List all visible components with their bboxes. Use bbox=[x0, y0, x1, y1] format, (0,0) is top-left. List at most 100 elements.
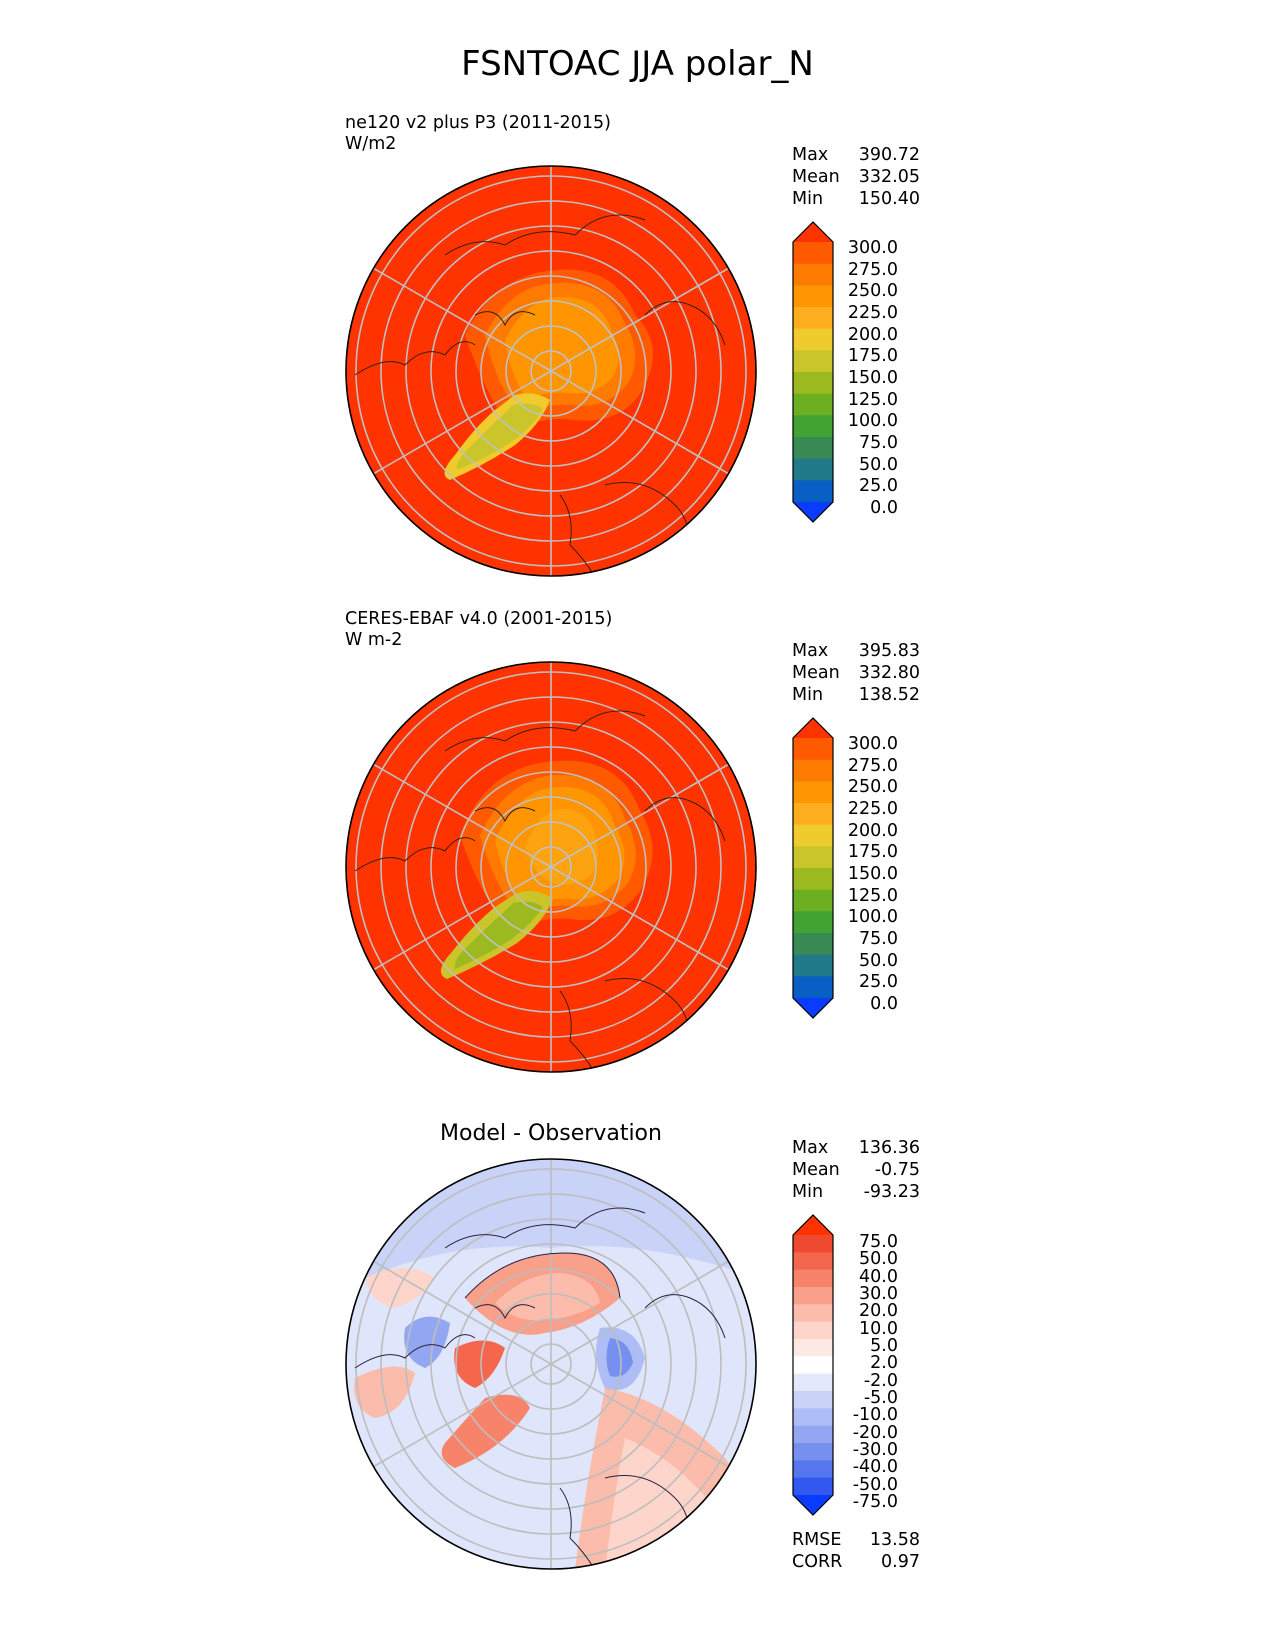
stat-max-label: Max bbox=[792, 1138, 829, 1158]
colorbar-tick-label: 40.0 bbox=[859, 1266, 898, 1287]
stat-min-label: Min bbox=[792, 685, 824, 705]
colorbar-tick-label: 175.0 bbox=[847, 346, 898, 367]
panel-ref-title: CERES-EBAF v4.0 (2001-2015) W m-2 bbox=[345, 609, 612, 651]
stat-min-value: 138.52 bbox=[858, 685, 920, 705]
colorbar-tick-label: 50.0 bbox=[859, 950, 898, 971]
colorbar-tick-label: 150.0 bbox=[847, 864, 898, 884]
colorbar-segment bbox=[793, 1443, 833, 1461]
colorbar-segment bbox=[793, 393, 833, 416]
colorbar-cap-bottom bbox=[793, 1495, 833, 1515]
colorbar-segment bbox=[793, 933, 833, 956]
colorbar-segment bbox=[793, 1269, 833, 1288]
colorbar-tick-label: 25.0 bbox=[859, 476, 898, 497]
colorbar-segment bbox=[793, 1477, 833, 1496]
panel-ref-stats: Max 395.83 Mean 332.80 Min 138.52 bbox=[792, 640, 920, 706]
colorbar-tick-label: -5.0 bbox=[863, 1388, 898, 1408]
panel-diff-map bbox=[345, 1158, 757, 1570]
corr-value: 0.97 bbox=[881, 1552, 920, 1572]
coastline bbox=[354, 1207, 726, 1569]
panel-diff-stats: Max 136.36 Mean -0.75 Min -93.23 bbox=[792, 1137, 920, 1203]
colorbar-segment bbox=[793, 350, 833, 373]
colorbar-tick-label: -50.0 bbox=[852, 1474, 898, 1495]
panel-diff-title: Model - Observation bbox=[440, 1121, 662, 1146]
panel-diff-metrics: RMSE 13.58 CORR 0.97 bbox=[792, 1529, 920, 1573]
colorbar-diff bbox=[792, 1214, 834, 1516]
colorbar-tick-label: -10.0 bbox=[852, 1405, 898, 1426]
colorbar-segment bbox=[793, 263, 833, 286]
stat-max-value: 395.83 bbox=[858, 641, 920, 661]
colorbar-segment bbox=[793, 868, 833, 891]
colorbar-segment bbox=[793, 480, 833, 503]
figure-title: FSNTOAC JJA polar_N bbox=[461, 44, 814, 84]
colorbar-tick-label: -30.0 bbox=[852, 1440, 898, 1460]
colorbar-tick-label: 50.0 bbox=[859, 1249, 898, 1270]
colorbar-tick-label: -2.0 bbox=[863, 1370, 898, 1391]
stat-max-label: Max bbox=[792, 145, 829, 165]
colorbar-segment bbox=[793, 437, 833, 460]
panel-test-stats: Max 390.72 Mean 332.05 Min 150.40 bbox=[792, 144, 920, 210]
colorbar-segment bbox=[793, 1373, 833, 1392]
panel-test-map bbox=[345, 165, 757, 577]
colorbar-segment bbox=[793, 803, 833, 826]
colorbar-tick-label: 275.0 bbox=[847, 755, 898, 776]
colorbar-tick-label: 75.0 bbox=[859, 433, 898, 453]
colorbar-cap-top bbox=[793, 1215, 833, 1235]
coastline bbox=[354, 214, 726, 576]
colorbar-tick-label: 225.0 bbox=[847, 303, 898, 323]
colorbar-tick-label: 25.0 bbox=[859, 972, 898, 993]
colorbar-tick-label: 100.0 bbox=[847, 907, 898, 928]
colorbar-segment bbox=[793, 1304, 833, 1323]
colorbar-segment bbox=[793, 1287, 833, 1305]
colorbar-segment bbox=[793, 1425, 833, 1444]
stat-mean-value: 332.80 bbox=[858, 663, 920, 683]
colorbar-tick-label: 50.0 bbox=[859, 454, 898, 475]
colorbar-ref-ticks: 300.0 275.0 250.0 225.0 200.0 175.0 150.0 125.0… bbox=[820, 735, 898, 1013]
colorbar-tick-label: 125.0 bbox=[847, 885, 898, 906]
stat-mean-value: 332.05 bbox=[858, 167, 920, 187]
stat-mean-label: Mean bbox=[792, 663, 840, 683]
stat-mean-label: Mean bbox=[792, 1160, 840, 1180]
colorbar-tick-label: 300.0 bbox=[847, 238, 898, 258]
colorbar-segment bbox=[793, 738, 833, 761]
colorbar-test-ticks: 300.0 275.0 250.0 225.0 200.0 175.0 150.0 125.0… bbox=[820, 239, 898, 517]
colorbar-segment bbox=[793, 415, 833, 438]
colorbar-cap-bottom bbox=[793, 502, 833, 522]
rmse-label: RMSE bbox=[792, 1530, 842, 1550]
colorbar-tick-label: 250.0 bbox=[847, 777, 898, 798]
colorbar-tick-label: 300.0 bbox=[847, 734, 898, 754]
colorbar-segment bbox=[793, 911, 833, 934]
colorbar-segment bbox=[793, 1321, 833, 1340]
colorbar-tick-label: -40.0 bbox=[852, 1457, 898, 1478]
panel-ref-map bbox=[345, 661, 757, 1073]
stat-min-label: Min bbox=[792, 1182, 824, 1202]
colorbar-segment bbox=[793, 307, 833, 330]
colorbar-segment bbox=[793, 1356, 833, 1375]
colorbar-tick-label: 75.0 bbox=[859, 929, 898, 949]
stat-min-value: 150.40 bbox=[858, 189, 920, 209]
colorbar-segment bbox=[793, 1408, 833, 1427]
colorbar-tick-label: 2.0 bbox=[870, 1353, 898, 1374]
colorbar-tick-label: -20.0 bbox=[852, 1422, 898, 1443]
panel-test-title: ne120 v2 plus P3 (2011-2015) W/m2 bbox=[345, 113, 611, 155]
colorbar-ref bbox=[792, 717, 834, 1019]
stat-mean-label: Mean bbox=[792, 167, 840, 187]
colorbar-tick-label: -75.0 bbox=[852, 1492, 898, 1512]
colorbar-tick-label: 175.0 bbox=[847, 842, 898, 863]
colorbar-segment bbox=[793, 824, 833, 847]
colorbar-tick-label: 10.0 bbox=[859, 1318, 898, 1339]
coastline bbox=[354, 710, 726, 1072]
stat-max-value: 390.72 bbox=[858, 145, 920, 165]
colorbar-segment bbox=[793, 372, 833, 395]
colorbar-tick-label: 275.0 bbox=[847, 259, 898, 280]
colorbar-segment bbox=[793, 242, 833, 265]
colorbar-tick-label: 200.0 bbox=[847, 324, 898, 345]
colorbar-tick-label: 225.0 bbox=[847, 799, 898, 819]
colorbar-outline bbox=[792, 221, 834, 523]
colorbar-tick-label: 100.0 bbox=[847, 411, 898, 432]
colorbar-tick-label: 200.0 bbox=[847, 820, 898, 841]
panel-test-name: ne120 v2 plus P3 (2011-2015) bbox=[345, 113, 611, 133]
colorbar-segment bbox=[793, 1460, 833, 1479]
colorbar-segment bbox=[793, 954, 833, 977]
colorbar-tick-label: 150.0 bbox=[847, 368, 898, 388]
colorbar-outline bbox=[792, 1214, 834, 1516]
